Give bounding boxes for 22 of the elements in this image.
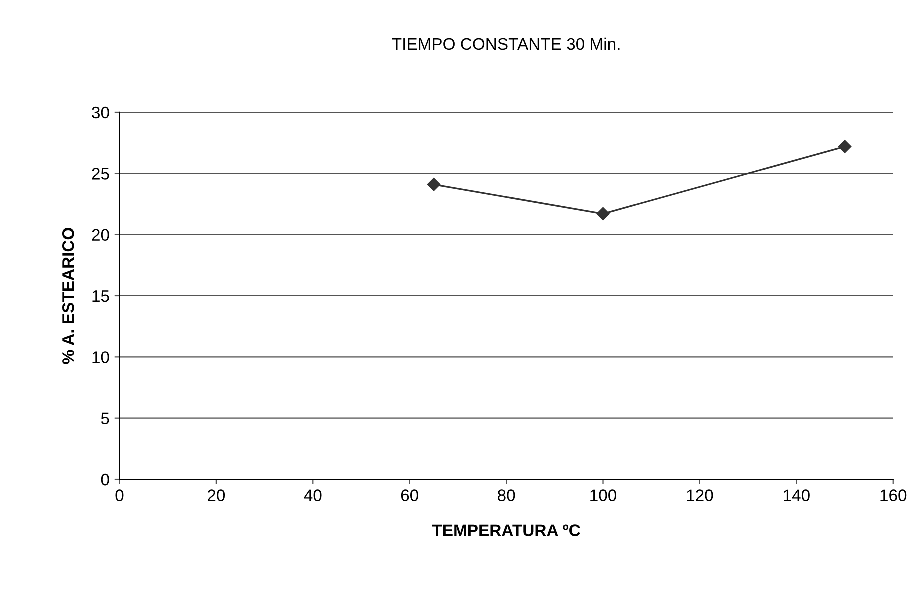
x-tick-label: 60 <box>401 490 418 502</box>
y-tick-label: 5 <box>101 412 110 425</box>
point <box>838 140 852 154</box>
chart-title: TIEMPO CONSTANTE 30 Min. <box>392 38 620 50</box>
point <box>596 207 610 221</box>
point <box>427 178 441 192</box>
x-tick-label: 40 <box>304 490 322 502</box>
y-tick-label: 10 <box>92 352 110 364</box>
y-tick-label: 15 <box>92 290 110 302</box>
x-tick-label: 80 <box>498 490 516 502</box>
y-tick-label: 30 <box>92 106 110 119</box>
x-tick-label: 160 <box>880 490 907 502</box>
x-tick-label: 100 <box>590 490 617 502</box>
x-tick-label: 140 <box>784 490 810 502</box>
y-tick-label: 0 <box>101 474 110 486</box>
x-axis-title: TEMPERATURA ºC <box>432 524 580 536</box>
y-axis-title: % A. ESTEARICO <box>62 228 74 364</box>
x-tick-label: 120 <box>687 490 714 502</box>
y-tick-label: 20 <box>92 229 110 242</box>
y-tick-label: 25 <box>92 168 110 180</box>
x-tick-label: 20 <box>208 490 226 502</box>
x-tick-label: 0 <box>116 490 124 502</box>
